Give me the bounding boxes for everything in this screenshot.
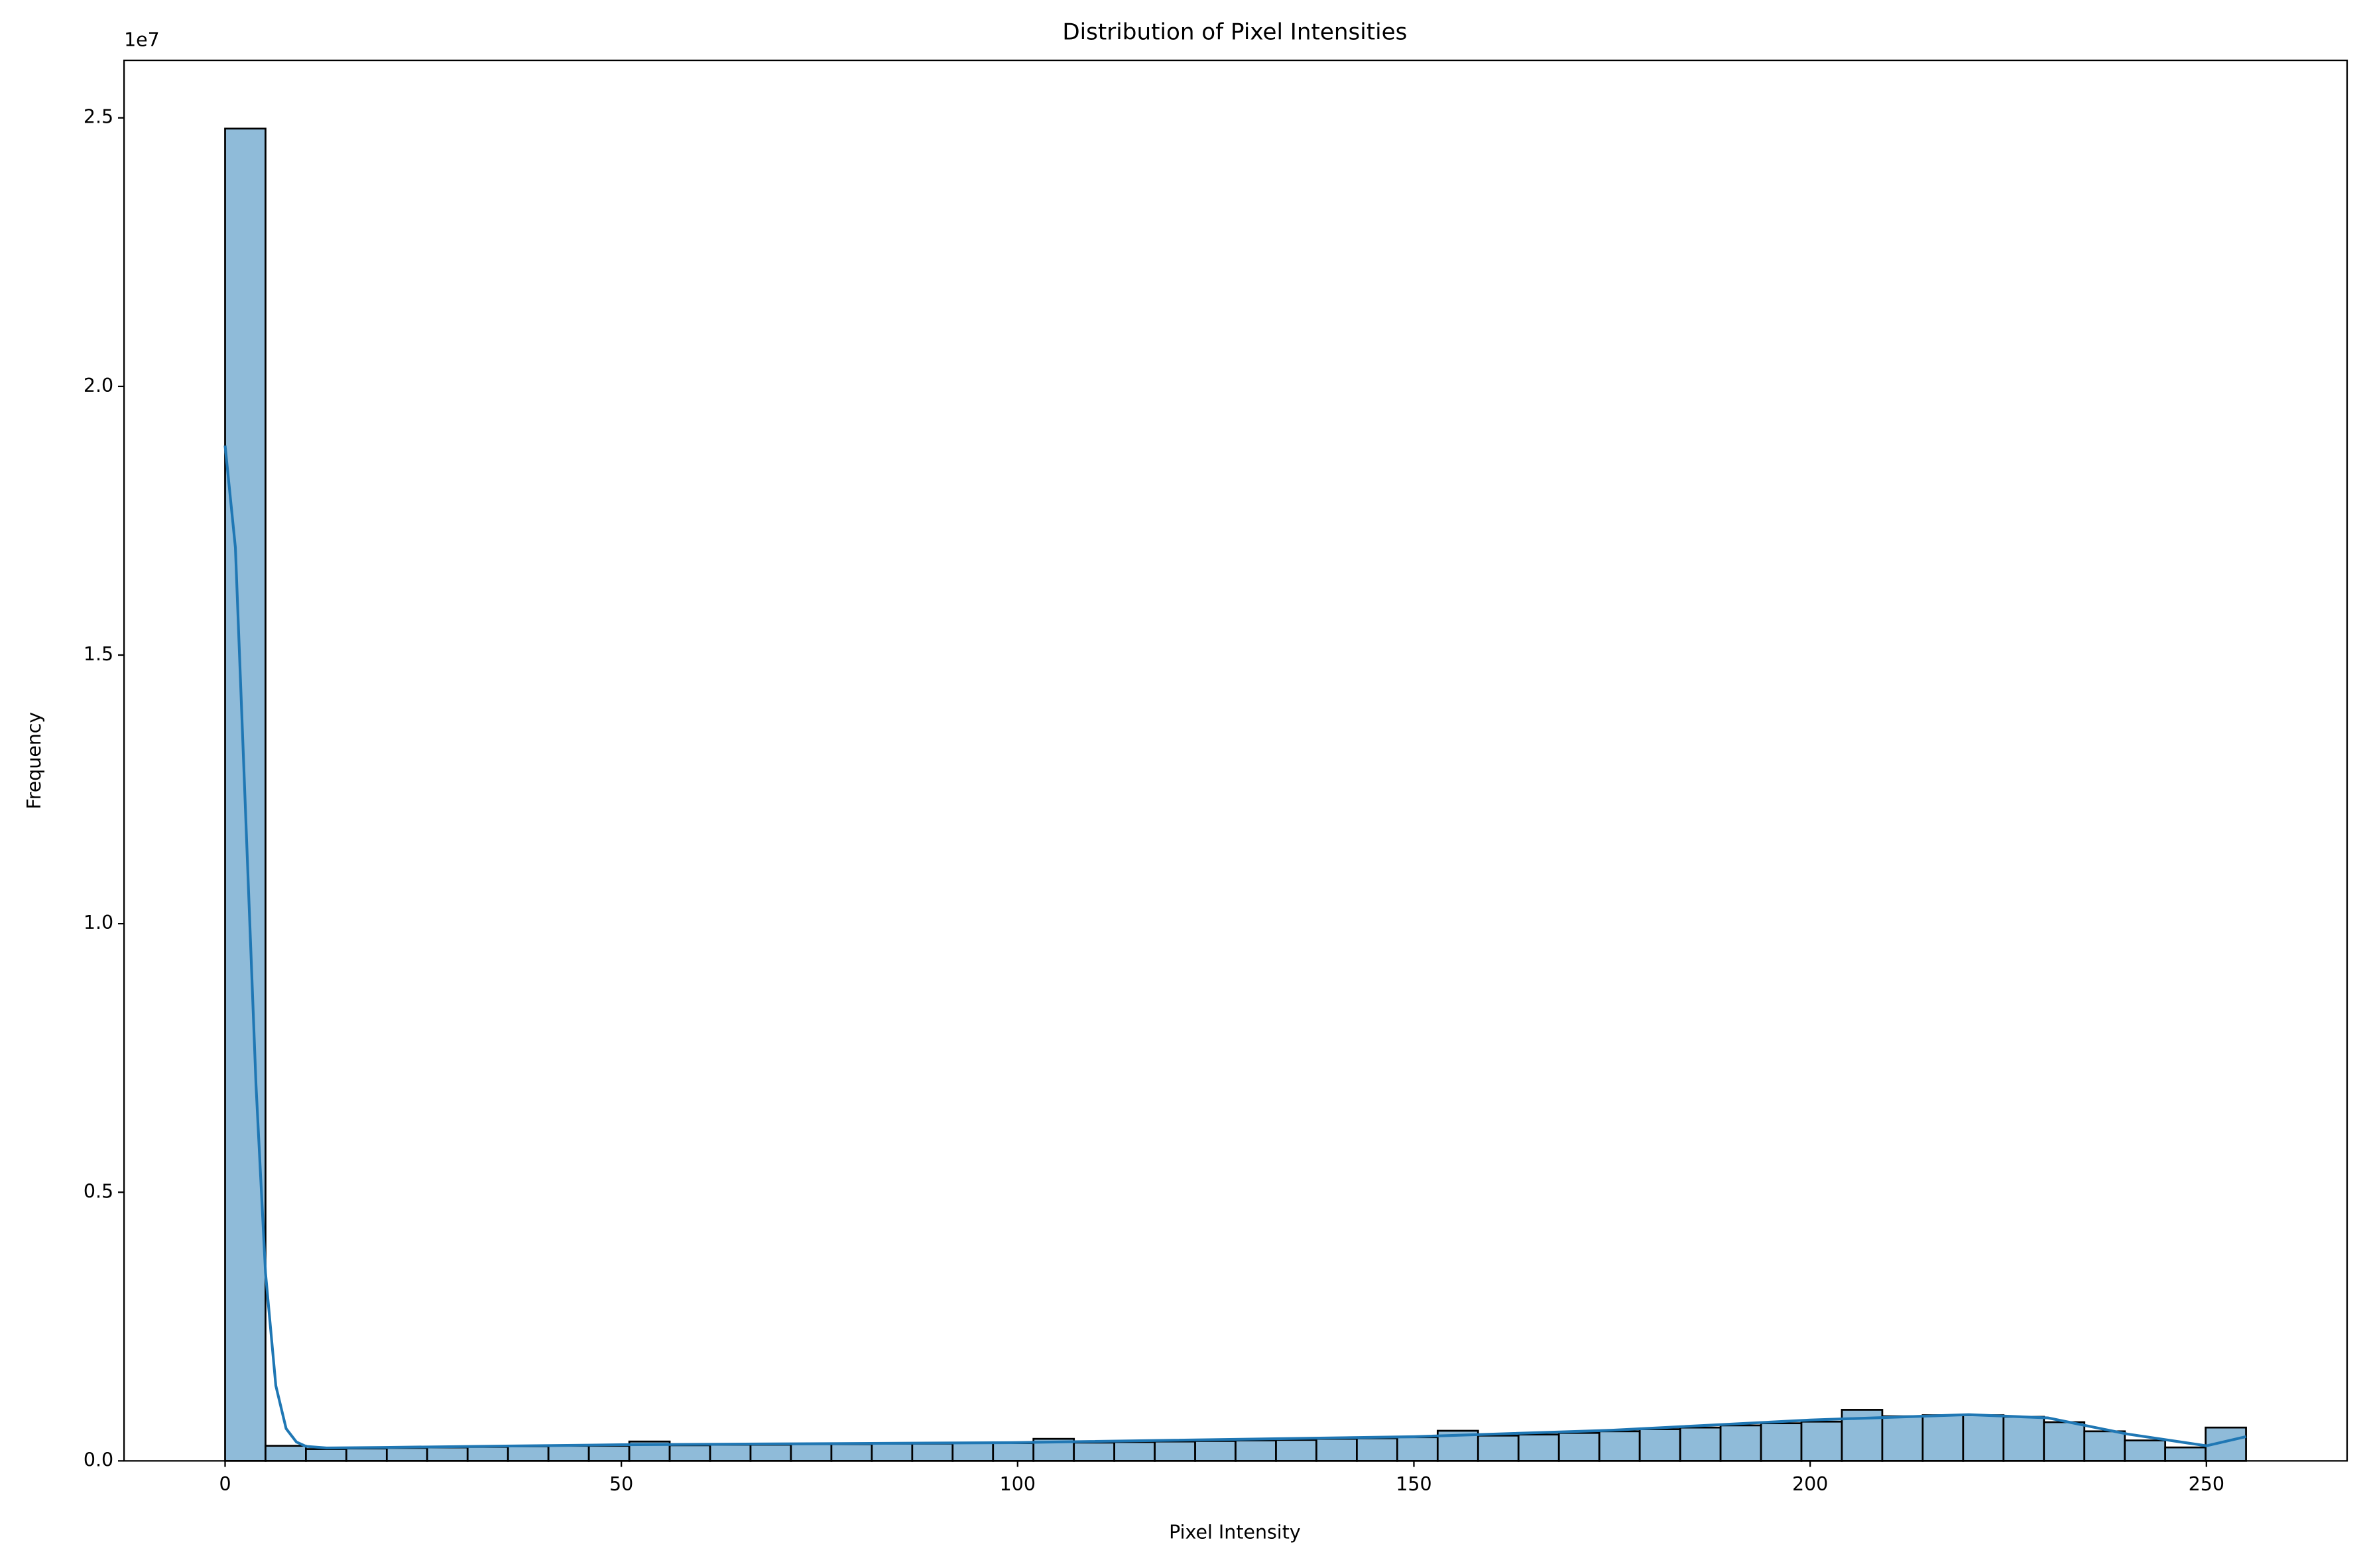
bar	[2124, 1439, 2167, 1462]
bar	[385, 1447, 428, 1462]
plot-frame	[123, 59, 2348, 1462]
x-axis-label: Pixel Intensity	[1169, 1522, 1301, 1543]
y-tick-label: 2.0	[84, 375, 113, 396]
bar	[1275, 1439, 1317, 1462]
bar	[1962, 1414, 2005, 1462]
y-tick-label: 2.5	[84, 106, 113, 128]
x-tick-label: 150	[1396, 1473, 1431, 1495]
bar	[1881, 1415, 1924, 1462]
bar	[1921, 1414, 1965, 1462]
bar	[2164, 1446, 2207, 1462]
bar	[466, 1445, 509, 1462]
bar	[871, 1443, 914, 1462]
bar	[951, 1442, 995, 1462]
bar	[1760, 1422, 1803, 1462]
bar	[2083, 1430, 2126, 1462]
bar	[2043, 1421, 2086, 1462]
bar	[709, 1443, 752, 1462]
bar	[1719, 1424, 1762, 1462]
bar	[1154, 1440, 1196, 1462]
y-axis-label: Frequency	[23, 712, 45, 810]
bar	[830, 1443, 873, 1462]
bar	[1477, 1434, 1520, 1462]
bar	[1194, 1440, 1237, 1462]
bar	[1598, 1430, 1641, 1462]
y-tick-label: 0.0	[84, 1449, 113, 1471]
bar	[1638, 1428, 1681, 1462]
bar	[790, 1443, 833, 1462]
bar	[668, 1444, 711, 1462]
kde-line	[223, 445, 2247, 1449]
bar	[1517, 1433, 1560, 1462]
y-offset-label: 1e7	[124, 29, 160, 50]
bar	[1235, 1439, 1277, 1462]
x-tick-label: 0	[219, 1473, 231, 1495]
bar	[305, 1448, 347, 1462]
bar	[911, 1443, 954, 1462]
x-tick-label: 200	[1792, 1473, 1828, 1495]
bar	[1315, 1437, 1358, 1462]
bar	[749, 1443, 792, 1462]
bar	[345, 1447, 388, 1462]
bar	[992, 1442, 1035, 1462]
y-tick-label: 1.0	[84, 912, 113, 934]
bar	[265, 1445, 307, 1462]
bar	[2205, 1426, 2247, 1462]
bar	[1356, 1437, 1398, 1462]
bar	[2002, 1416, 2045, 1462]
bar	[1800, 1420, 1843, 1462]
bar	[1073, 1441, 1116, 1462]
y-tick-label: 1.5	[84, 643, 113, 665]
bar	[1396, 1436, 1439, 1462]
bar	[1113, 1441, 1156, 1462]
x-tick-label: 100	[1000, 1473, 1036, 1495]
bar	[1679, 1426, 1722, 1462]
bar	[507, 1445, 550, 1462]
y-tick-label: 0.5	[84, 1180, 113, 1202]
bar	[426, 1446, 469, 1462]
bar	[587, 1445, 631, 1462]
x-tick-label: 50	[609, 1473, 633, 1495]
bar	[547, 1445, 590, 1462]
bar	[1557, 1431, 1601, 1462]
x-tick-label: 250	[2189, 1473, 2224, 1495]
chart-title: Distribution of Pixel Intensities	[1062, 19, 1407, 46]
